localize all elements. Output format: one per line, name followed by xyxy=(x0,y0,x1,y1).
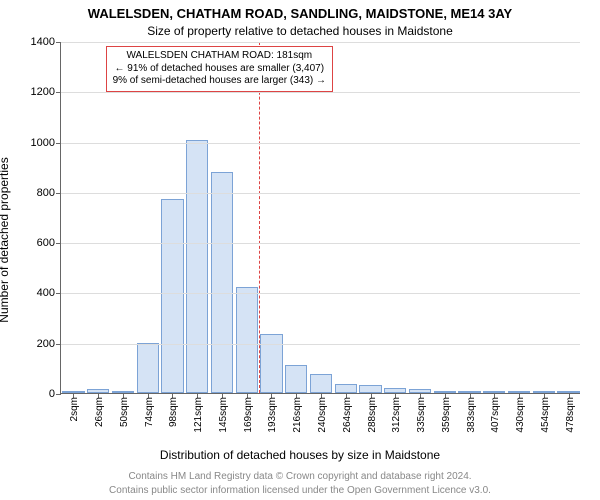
xtick-label: 264sqm xyxy=(346,379,357,415)
bar xyxy=(236,287,258,393)
ytick-mark xyxy=(56,293,61,294)
xtick-label: 26sqm xyxy=(98,382,109,412)
xtick-label: 121sqm xyxy=(197,379,208,415)
ytick-label: 0 xyxy=(49,388,55,400)
reference-vline xyxy=(259,42,260,393)
xtick-label: 2sqm xyxy=(73,385,84,409)
xtick-label: 288sqm xyxy=(371,379,382,415)
gridline xyxy=(61,243,580,244)
gridline xyxy=(61,193,580,194)
xtick-label: 98sqm xyxy=(172,382,183,412)
x-axis-label: Distribution of detached houses by size … xyxy=(0,448,600,462)
xtick-label: 478sqm xyxy=(569,379,580,415)
ytick-mark xyxy=(56,394,61,395)
ytick-mark xyxy=(56,243,61,244)
gridline xyxy=(61,293,580,294)
histogram-bars xyxy=(61,42,580,393)
ytick-mark xyxy=(56,193,61,194)
ytick-label: 800 xyxy=(37,187,55,199)
y-axis-label: Number of detached properties xyxy=(0,75,11,240)
bar xyxy=(211,172,233,393)
annotation-line3: 9% of semi-detached houses are larger (3… xyxy=(113,75,326,88)
xtick-label: 145sqm xyxy=(222,379,233,415)
gridline xyxy=(61,344,580,345)
xtick-label: 407sqm xyxy=(494,379,505,415)
xtick-label: 193sqm xyxy=(271,379,282,415)
xtick-label: 335sqm xyxy=(420,379,431,415)
xtick-label: 312sqm xyxy=(395,379,406,415)
bar xyxy=(161,199,183,393)
xtick-label: 383sqm xyxy=(470,379,481,415)
annotation-line2: ← 91% of detached houses are smaller (3,… xyxy=(113,63,326,76)
xtick-label: 454sqm xyxy=(544,379,555,415)
chart-title: WALELSDEN, CHATHAM ROAD, SANDLING, MAIDS… xyxy=(0,6,600,21)
ytick-label: 400 xyxy=(37,287,55,299)
attribution-line2: Contains public sector information licen… xyxy=(0,485,600,496)
gridline xyxy=(61,92,580,93)
ytick-label: 1000 xyxy=(31,137,55,149)
ytick-mark xyxy=(56,143,61,144)
ytick-label: 200 xyxy=(37,338,55,350)
gridline xyxy=(61,42,580,43)
xtick-label: 169sqm xyxy=(247,379,258,415)
ytick-mark xyxy=(56,42,61,43)
gridline xyxy=(61,143,580,144)
ytick-mark xyxy=(56,92,61,93)
ytick-label: 1200 xyxy=(31,86,55,98)
attribution-line1: Contains HM Land Registry data © Crown c… xyxy=(0,471,600,482)
xtick-label: 50sqm xyxy=(123,382,134,412)
annotation-line1: WALELSDEN CHATHAM ROAD: 181sqm xyxy=(113,50,326,63)
ytick-label: 1400 xyxy=(31,36,55,48)
bar xyxy=(186,140,208,393)
xtick-label: 216sqm xyxy=(296,379,307,415)
xtick-label: 240sqm xyxy=(321,379,332,415)
ytick-label: 600 xyxy=(37,237,55,249)
plot-area: WALELSDEN CHATHAM ROAD: 181sqm ← 91% of … xyxy=(60,42,580,394)
xtick-label: 359sqm xyxy=(445,379,456,415)
xtick-label: 430sqm xyxy=(519,379,530,415)
annotation-box: WALELSDEN CHATHAM ROAD: 181sqm ← 91% of … xyxy=(106,46,333,92)
xtick-label: 74sqm xyxy=(148,382,159,412)
chart-subtitle: Size of property relative to detached ho… xyxy=(0,24,600,38)
ytick-mark xyxy=(56,344,61,345)
